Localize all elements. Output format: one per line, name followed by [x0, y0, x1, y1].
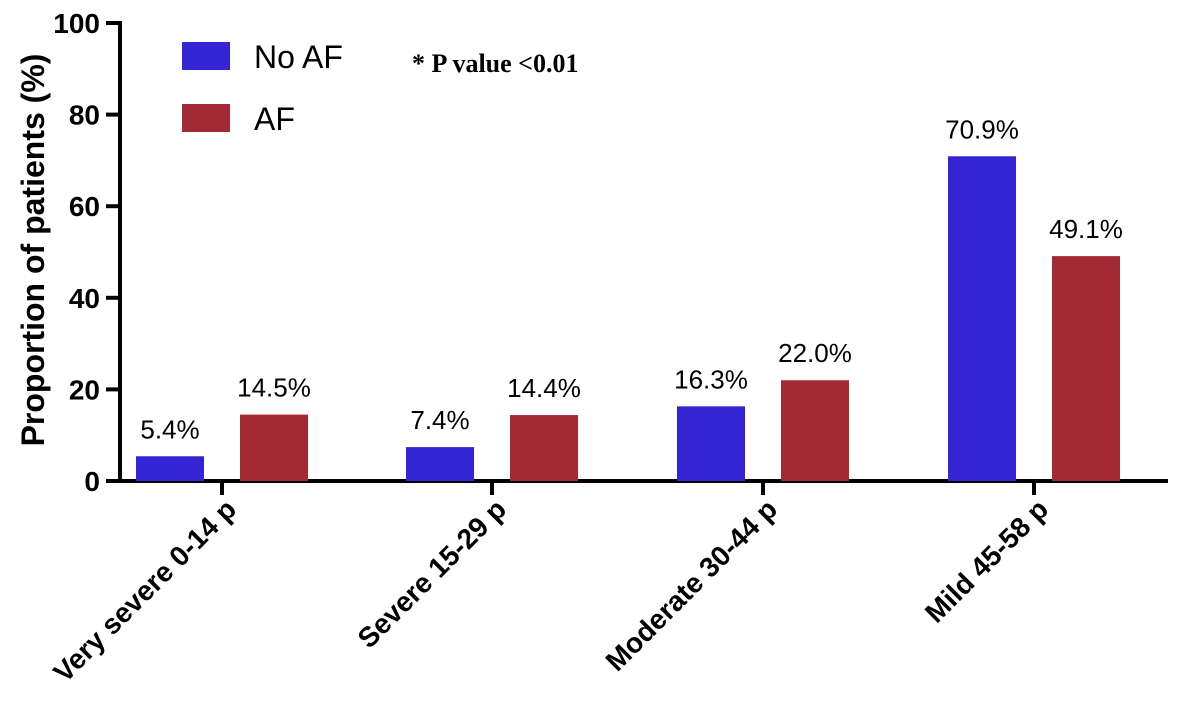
- legend-label: No AF: [254, 39, 343, 75]
- bar-no-af: [406, 447, 474, 481]
- y-tick-label: 40: [69, 283, 100, 314]
- bar-af: [510, 415, 578, 481]
- bar-af: [781, 380, 849, 481]
- p-value-annotation: * P value <0.01: [412, 49, 579, 78]
- bar-af: [240, 414, 308, 481]
- bar-data-label: 70.9%: [945, 114, 1019, 144]
- y-tick-label: 20: [69, 374, 100, 405]
- bar-af: [1052, 256, 1120, 481]
- bar-data-label: 5.4%: [140, 414, 199, 444]
- y-tick-label: 0: [84, 466, 100, 497]
- bar-data-label: 14.4%: [507, 373, 581, 403]
- y-tick-label: 80: [69, 100, 100, 131]
- x-category-label: Severe 15-29 p: [352, 493, 513, 654]
- y-tick-label: 60: [69, 191, 100, 222]
- legend-label: AF: [254, 101, 295, 137]
- bar-data-label: 22.0%: [778, 338, 852, 368]
- x-category-label: Very severe 0-14 p: [47, 493, 242, 688]
- bar-data-label: 49.1%: [1049, 214, 1123, 244]
- legend: No AF AF: [182, 39, 343, 137]
- bar-data-label: 14.5%: [237, 373, 311, 403]
- bar-no-af: [677, 406, 745, 481]
- y-axis-label: Proportion of patients (%): [15, 54, 51, 447]
- bars: [136, 156, 1120, 481]
- bar-data-label: 7.4%: [410, 405, 469, 435]
- bar-no-af: [136, 456, 204, 481]
- bar-data-label: 16.3%: [674, 364, 748, 394]
- legend-swatch: [182, 104, 230, 132]
- legend-swatch: [182, 42, 230, 70]
- y-tick-label: 100: [53, 8, 100, 39]
- x-category-label: Mild 45-58 p: [919, 493, 1054, 628]
- data-labels: 5.4% 7.4% 16.3% 70.9% 14.5% 14.4% 22.0% 49.1%: [140, 114, 1123, 444]
- x-category-label: Moderate 30-44 p: [600, 493, 784, 677]
- bar-no-af: [948, 156, 1016, 481]
